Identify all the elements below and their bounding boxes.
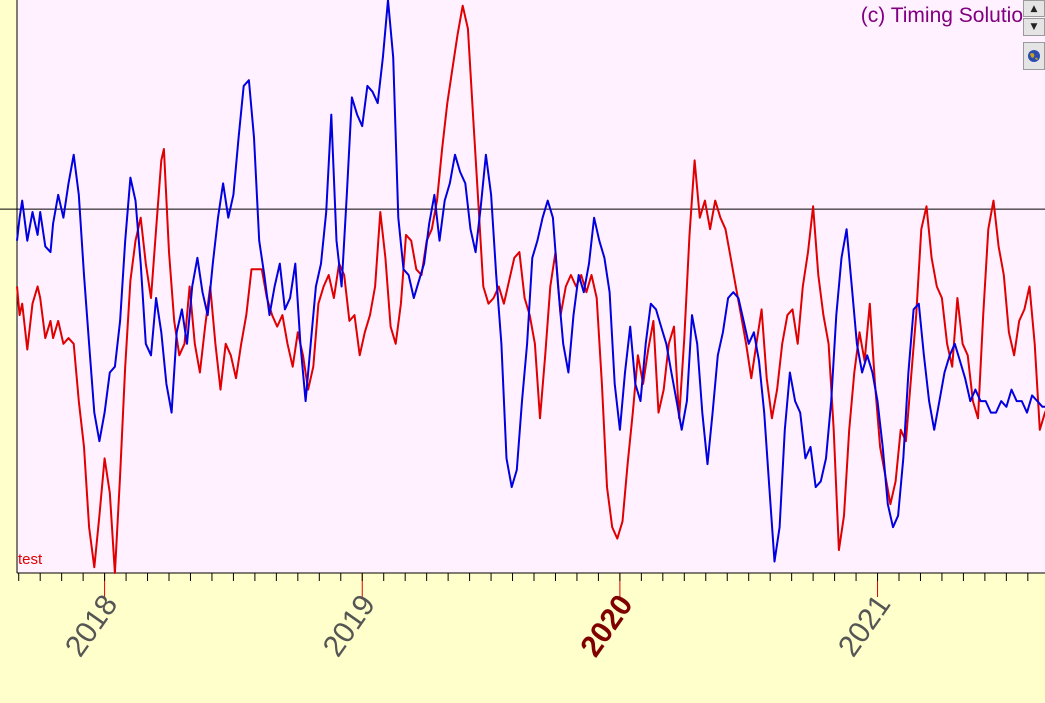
watermark: (c) Timing Solutio: [861, 4, 1023, 28]
scroll-down-icon[interactable]: ▼: [1023, 18, 1045, 36]
x-axis-ticks: [19, 573, 1028, 581]
globe-icon[interactable]: [1023, 42, 1045, 70]
series-label: test: [18, 551, 42, 568]
x-tick-label-2020: 2020: [574, 589, 639, 663]
scroll-up-icon[interactable]: ▲: [1023, 0, 1045, 17]
x-tick-label-2019: 2019: [317, 589, 382, 663]
x-tick-label-2021: 2021: [832, 589, 897, 663]
x-tick-label-2018: 2018: [59, 589, 124, 663]
x-axis-tick-labels: 2018 2019 2020 2021: [59, 589, 897, 663]
